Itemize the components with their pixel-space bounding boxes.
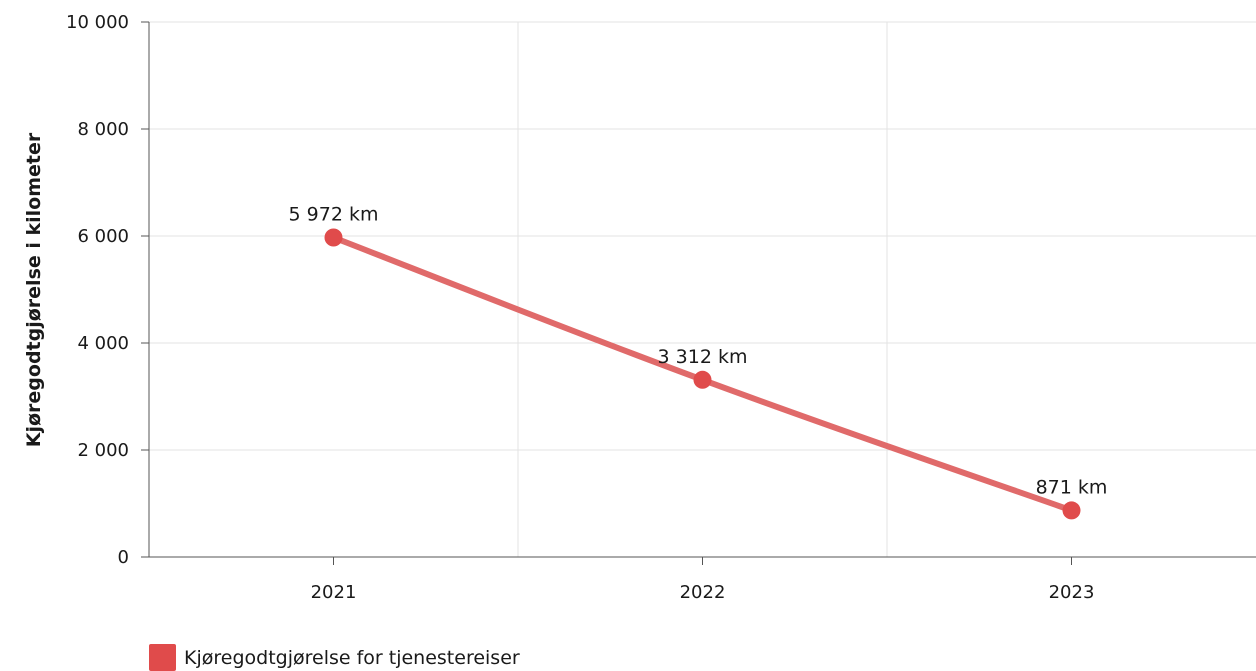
x-tick-label: 2021 <box>311 582 357 603</box>
data-label: 3 312 km <box>658 346 748 368</box>
x-tick-label: 2023 <box>1049 582 1095 603</box>
data-point <box>324 228 343 247</box>
y-tick-label: 10 000 <box>66 12 129 33</box>
legend[interactable]: Kjøregodtgjørelse for tjenestereiser <box>149 644 520 671</box>
series-layer <box>324 228 1081 520</box>
y-tick-label: 6 000 <box>77 226 129 247</box>
label-layer: 5 972 km 3 312 km 871 km <box>289 203 1108 498</box>
data-point <box>693 370 712 389</box>
x-tick-label: 2022 <box>680 582 726 603</box>
axis-layer: 0 2 000 4 000 6 000 8 000 10 000 2021 2022 2023 <box>66 12 1256 603</box>
y-axis-title: Kjøregodtgjørelse i kilometer <box>23 132 45 447</box>
data-label: 5 972 km <box>289 203 379 225</box>
y-tick-label: 4 000 <box>77 333 129 354</box>
y-tick-label: 8 000 <box>77 119 129 140</box>
legend-label: Kjøregodtgjørelse for tjenestereiser <box>184 646 520 669</box>
y-tick-label: 0 <box>118 547 129 568</box>
y-tick-label: 2 000 <box>77 440 129 461</box>
data-point <box>1062 501 1081 520</box>
data-label: 871 km <box>1036 476 1108 498</box>
legend-swatch <box>149 644 176 671</box>
